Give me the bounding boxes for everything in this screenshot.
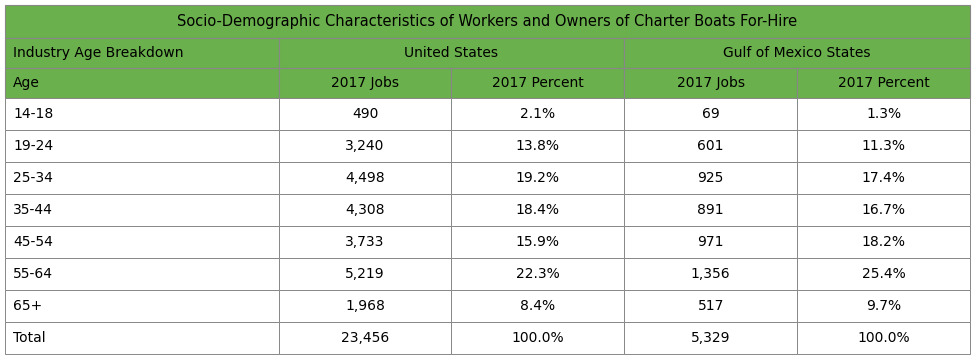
Bar	[798, 98, 970, 130]
Text: 55-64: 55-64	[14, 267, 54, 281]
Bar	[624, 98, 798, 130]
Text: 2017 Percent: 2017 Percent	[838, 76, 929, 90]
Bar	[451, 194, 624, 226]
Text: 18.4%: 18.4%	[516, 203, 560, 217]
Text: 11.3%: 11.3%	[862, 139, 906, 153]
Bar	[5, 258, 279, 290]
Bar	[798, 226, 970, 258]
Text: 3,733: 3,733	[345, 235, 385, 249]
Text: 22.3%: 22.3%	[516, 267, 560, 281]
Bar	[279, 194, 451, 226]
Text: 25-34: 25-34	[14, 171, 53, 185]
Text: 490: 490	[352, 107, 378, 121]
Bar	[624, 290, 798, 322]
Text: United States: United States	[405, 46, 498, 60]
Text: 65+: 65+	[14, 299, 43, 313]
Text: Socio-Demographic Characteristics of Workers and Owners of Charter Boats For-Hir: Socio-Demographic Characteristics of Wor…	[177, 14, 798, 29]
Bar	[624, 68, 798, 98]
Text: 5,219: 5,219	[345, 267, 385, 281]
Bar	[279, 162, 451, 194]
Bar	[451, 258, 624, 290]
Text: Gulf of Mexico States: Gulf of Mexico States	[723, 46, 871, 60]
Bar	[451, 68, 624, 98]
Bar	[624, 130, 798, 162]
Text: 45-54: 45-54	[14, 235, 53, 249]
Text: Age: Age	[14, 76, 40, 90]
Bar	[279, 258, 451, 290]
Bar	[798, 68, 970, 98]
Bar	[451, 226, 624, 258]
Text: 2017 Jobs: 2017 Jobs	[332, 76, 399, 90]
Bar	[279, 98, 451, 130]
Text: 2.1%: 2.1%	[521, 107, 556, 121]
Text: 4,308: 4,308	[345, 203, 385, 217]
Text: 5,329: 5,329	[691, 331, 730, 345]
Text: 1,356: 1,356	[691, 267, 730, 281]
Bar	[798, 162, 970, 194]
Bar	[5, 5, 970, 38]
Text: 4,498: 4,498	[345, 171, 385, 185]
Text: Industry Age Breakdown: Industry Age Breakdown	[14, 46, 183, 60]
Text: 2017 Jobs: 2017 Jobs	[677, 76, 745, 90]
Text: Total: Total	[14, 331, 46, 345]
Bar	[798, 322, 970, 354]
Bar	[798, 194, 970, 226]
Text: 18.2%: 18.2%	[862, 235, 906, 249]
Bar	[798, 258, 970, 290]
Text: 100.0%: 100.0%	[512, 331, 565, 345]
Text: 19-24: 19-24	[14, 139, 54, 153]
Text: 925: 925	[697, 171, 723, 185]
Bar	[624, 38, 970, 68]
Bar	[279, 290, 451, 322]
Bar	[5, 162, 279, 194]
Text: 69: 69	[702, 107, 720, 121]
Bar	[624, 194, 798, 226]
Bar	[798, 290, 970, 322]
Bar	[279, 68, 451, 98]
Bar	[5, 226, 279, 258]
Text: 23,456: 23,456	[341, 331, 389, 345]
Bar	[5, 98, 279, 130]
Bar	[451, 162, 624, 194]
Bar	[624, 258, 798, 290]
Text: 100.0%: 100.0%	[857, 331, 910, 345]
Text: 2017 Percent: 2017 Percent	[492, 76, 584, 90]
Text: 8.4%: 8.4%	[521, 299, 556, 313]
Text: 15.9%: 15.9%	[516, 235, 560, 249]
Bar	[451, 290, 624, 322]
Text: 9.7%: 9.7%	[866, 299, 901, 313]
Text: 14-18: 14-18	[14, 107, 54, 121]
Bar	[624, 226, 798, 258]
Bar	[279, 130, 451, 162]
Bar	[624, 322, 798, 354]
Bar	[5, 130, 279, 162]
Bar	[279, 226, 451, 258]
Bar	[5, 68, 279, 98]
Text: 601: 601	[697, 139, 724, 153]
Bar	[5, 322, 279, 354]
Bar	[279, 322, 451, 354]
Bar	[5, 290, 279, 322]
Text: 17.4%: 17.4%	[862, 171, 906, 185]
Text: 1.3%: 1.3%	[866, 107, 901, 121]
Bar	[451, 98, 624, 130]
Bar	[624, 162, 798, 194]
Bar	[798, 130, 970, 162]
Text: 1,968: 1,968	[345, 299, 385, 313]
Text: 891: 891	[697, 203, 724, 217]
Bar	[451, 322, 624, 354]
Text: 971: 971	[697, 235, 724, 249]
Text: 517: 517	[697, 299, 723, 313]
Bar	[5, 38, 279, 68]
Text: 35-44: 35-44	[14, 203, 53, 217]
Text: 25.4%: 25.4%	[862, 267, 906, 281]
Text: 19.2%: 19.2%	[516, 171, 560, 185]
Text: 3,240: 3,240	[345, 139, 385, 153]
Bar	[279, 38, 624, 68]
Bar	[451, 130, 624, 162]
Text: 16.7%: 16.7%	[862, 203, 906, 217]
Text: 13.8%: 13.8%	[516, 139, 560, 153]
Bar	[5, 194, 279, 226]
